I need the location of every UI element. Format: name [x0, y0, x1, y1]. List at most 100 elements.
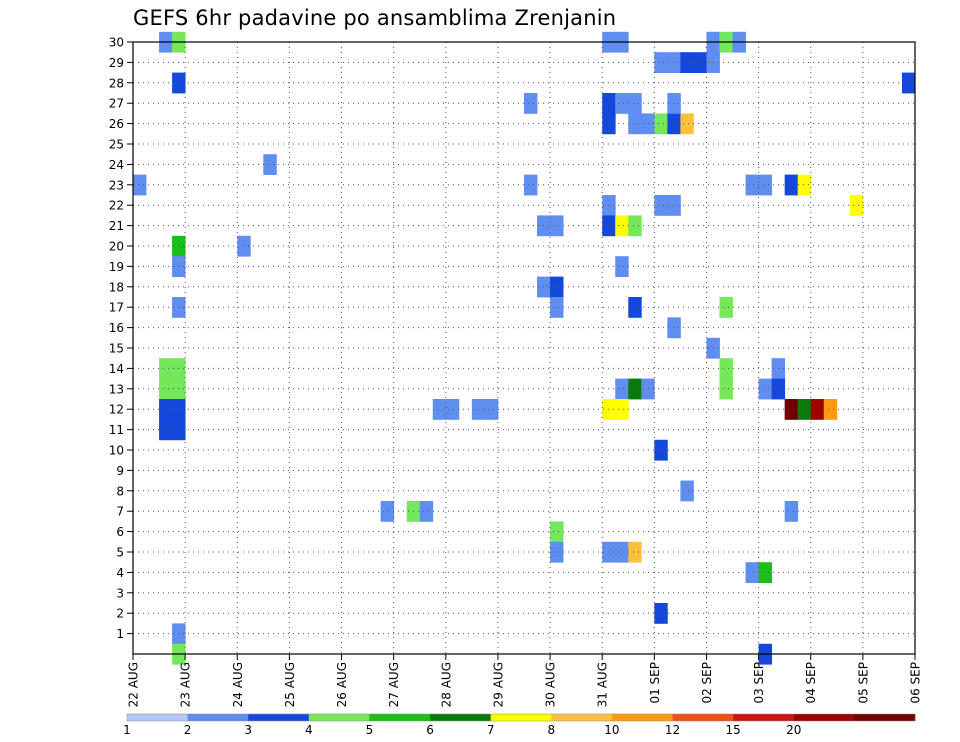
heatmap-cell [615, 93, 629, 114]
legend-swatch [127, 714, 189, 721]
legend-label: 1 [123, 723, 131, 737]
heatmap-cell [784, 501, 799, 522]
heatmap-cell [159, 378, 173, 400]
y-tick-label: 27 [109, 97, 124, 111]
legend-label: 6 [426, 723, 434, 737]
heatmap-cell [432, 399, 447, 420]
y-tick-label: 25 [109, 138, 124, 152]
x-tick-label: 01 SEP [648, 662, 662, 704]
y-tick-label: 16 [109, 321, 124, 335]
heatmap-cell [524, 93, 538, 114]
heatmap-cell [615, 399, 629, 420]
y-tick-label: 30 [109, 36, 124, 50]
y-tick-label: 11 [109, 423, 124, 437]
legend-label: 20 [786, 723, 801, 737]
heatmap-cell [667, 317, 681, 339]
legend-swatch [308, 714, 370, 721]
heatmap-cell [654, 195, 668, 216]
heatmap-cell [654, 52, 668, 73]
legend-outline [126, 713, 916, 722]
y-tick-label: 28 [109, 76, 124, 90]
y-tick-label: 20 [109, 240, 124, 254]
legend-swatch [187, 714, 249, 721]
legend-label: 15 [726, 723, 741, 737]
legend-swatch [248, 714, 310, 721]
heatmap-cell [667, 52, 681, 73]
legend-label: 5 [366, 723, 374, 737]
x-tick-label: 03 SEP [752, 662, 766, 704]
legend-swatch [854, 714, 916, 721]
heatmap-cell [758, 378, 773, 400]
legend-label: 8 [547, 723, 555, 737]
heatmap-cell [628, 113, 642, 135]
heatmap-cell [693, 52, 707, 73]
y-tick-label: 8 [116, 484, 124, 498]
legend-swatch [490, 714, 552, 721]
y-tick-label: 24 [109, 158, 124, 172]
heatmap-cell [484, 399, 499, 420]
x-tick-label: 06 SEP [909, 662, 923, 704]
legend-label: 7 [487, 723, 495, 737]
y-tick-label: 4 [116, 566, 124, 580]
heatmap-cell [758, 174, 773, 196]
y-tick-label: 5 [116, 546, 124, 560]
y-tick-label: 18 [109, 280, 124, 294]
x-tick-label: 02 SEP [700, 662, 714, 704]
y-tick-label: 15 [109, 342, 124, 356]
x-tick-label: 24 AUG [231, 662, 245, 707]
heatmap-cell [667, 195, 681, 216]
heatmap-cell [784, 399, 799, 420]
y-tick-label: 23 [109, 178, 124, 192]
y-tick-label: 17 [109, 301, 124, 315]
y-tick-label: 26 [109, 117, 124, 131]
heatmap-cell [797, 399, 812, 420]
y-tick-label: 21 [109, 219, 124, 233]
heatmap-cell [550, 215, 564, 237]
heatmap-cell [654, 113, 668, 135]
legend-swatch [733, 714, 795, 721]
y-tick-label: 1 [116, 627, 124, 641]
heatmap-cell [133, 174, 147, 196]
heatmap-cell [654, 439, 668, 461]
y-tick-label: 19 [109, 260, 124, 274]
heatmap-cell [680, 113, 694, 135]
x-axis: 22 AUG 23 AUG 24 AUG 25 AUG 26 AUG 27 AUG 28 A… [127, 654, 923, 707]
x-tick-label: 29 AUG [491, 662, 505, 707]
heatmap-cell [159, 419, 173, 441]
heatmap-cell [628, 297, 642, 318]
y-tick-label: 22 [109, 199, 124, 213]
legend-label: 4 [305, 723, 313, 737]
y-tick-label: 10 [109, 444, 124, 458]
x-tick-label: 04 SEP [804, 662, 818, 704]
heatmap-cell [654, 603, 668, 624]
heatmap-cell [159, 399, 173, 420]
heatmap-cell [615, 215, 629, 237]
heatmap-cell [628, 215, 642, 237]
y-axis: 1234567891011121314151617181920212223242… [109, 36, 133, 641]
heatmap-cell [823, 399, 838, 420]
heatmap-cell [784, 174, 799, 196]
heatmap-cell [419, 501, 434, 522]
x-tick-label: 05 SEP [856, 662, 870, 704]
heatmap-cell [667, 93, 681, 114]
heatmap-cell [719, 297, 733, 318]
x-tick-label: 28 AUG [439, 662, 453, 707]
grid-lines [133, 41, 915, 654]
heatmap-cell [380, 501, 395, 522]
x-tick-label: 27 AUG [387, 662, 401, 707]
legend-swatch [369, 714, 431, 721]
x-tick-label: 25 AUG [283, 662, 297, 707]
heatmap-cell [719, 358, 733, 379]
legend-label: 3 [244, 723, 252, 737]
legend-label: 2 [184, 723, 192, 737]
heatmap-cell [550, 276, 564, 298]
heatmap-cell [849, 195, 864, 216]
heatmap-cell [550, 521, 564, 543]
legend-swatch [672, 714, 734, 721]
heatmap-cell [524, 174, 538, 196]
legend-label: 12 [665, 723, 680, 737]
x-tick-label: 23 AUG [179, 662, 193, 707]
y-tick-label: 3 [116, 586, 124, 600]
y-tick-label: 14 [109, 362, 124, 376]
